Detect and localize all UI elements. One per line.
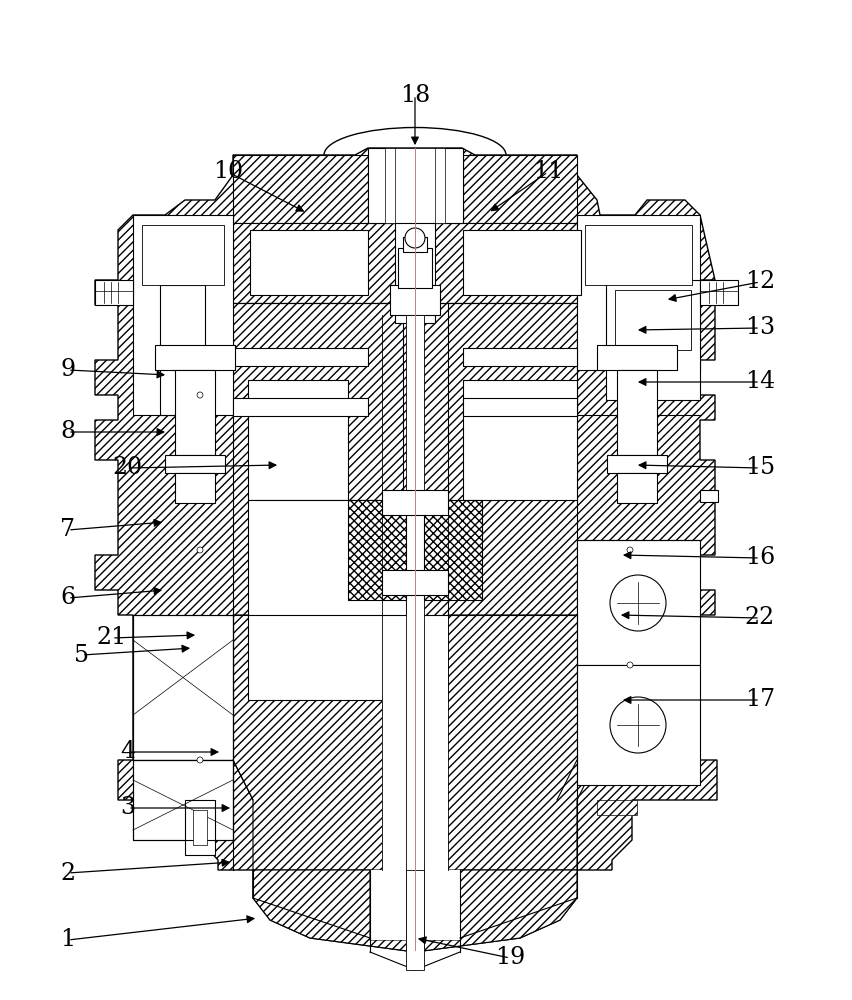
Polygon shape [233,615,596,870]
Bar [406,315,423,950]
Bar [423,500,481,600]
Bar [193,810,207,845]
Text: 22: 22 [744,606,774,630]
Text: 17: 17 [744,688,774,712]
Text: 16: 16 [744,546,774,570]
Circle shape [197,547,203,553]
Bar [233,303,402,615]
Bar [398,248,431,288]
Text: 5: 5 [74,644,89,666]
Text: 2: 2 [60,861,76,884]
Bar [133,215,233,415]
Circle shape [626,547,632,553]
Circle shape [626,662,632,668]
Bar [463,398,576,416]
Text: 19: 19 [494,946,525,970]
Text: 3: 3 [120,796,135,820]
Circle shape [197,392,203,398]
Text: 21: 21 [97,626,127,650]
Bar [141,225,224,285]
Bar [382,615,447,870]
Bar [463,348,576,366]
Bar [370,870,459,940]
Bar [402,237,427,252]
Text: 12: 12 [744,270,774,294]
Bar [155,345,234,370]
Bar [607,455,666,473]
Bar [185,800,215,855]
Text: 1: 1 [60,928,76,952]
Bar [233,223,576,303]
Bar [248,380,348,500]
Circle shape [197,757,203,763]
Bar [389,285,440,315]
Bar [133,615,233,760]
Text: 7: 7 [60,518,76,542]
Text: 13: 13 [744,316,774,340]
Bar [367,148,463,223]
Bar [616,370,656,455]
Bar [576,215,699,370]
Circle shape [405,228,424,248]
Bar [596,800,636,815]
Bar [175,473,215,503]
Polygon shape [253,870,576,952]
Bar [605,280,699,400]
Bar [463,230,580,295]
Text: 14: 14 [744,370,774,393]
Bar [382,490,447,515]
Bar [160,285,204,415]
Bar [133,760,233,840]
Bar [394,223,435,323]
Bar [348,500,406,600]
Text: 8: 8 [60,420,76,444]
Bar [596,345,676,370]
Bar [614,290,690,350]
Bar [699,490,717,502]
Polygon shape [95,148,717,952]
Bar [382,570,447,595]
Text: 11: 11 [532,160,562,184]
Bar [164,455,225,473]
Bar [576,540,699,665]
Text: 9: 9 [60,359,76,381]
Text: 18: 18 [400,84,429,106]
Bar [616,473,656,503]
Text: 20: 20 [112,456,143,480]
Bar [384,148,445,223]
Circle shape [609,697,665,753]
Bar [233,155,367,223]
Bar [699,280,737,305]
Bar [133,760,233,840]
Text: 10: 10 [213,160,243,184]
Circle shape [609,575,665,631]
Text: 6: 6 [60,586,76,609]
Bar [463,155,576,223]
Text: 4: 4 [120,740,135,764]
Bar [250,230,367,295]
Bar [233,348,367,366]
Bar [406,870,423,970]
Text: 15: 15 [744,456,774,480]
Bar [248,500,406,700]
Bar [95,280,133,305]
Bar [447,303,576,615]
Bar [576,665,699,785]
Bar [584,225,691,285]
Bar [233,398,367,416]
Bar [175,370,215,455]
Bar [463,380,576,500]
Bar [133,615,233,760]
